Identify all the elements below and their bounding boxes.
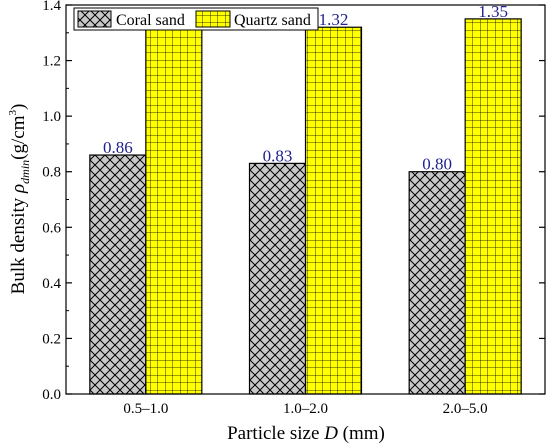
y-tick-label: 0.0 [42, 387, 61, 403]
legend-swatch-coral [77, 10, 112, 28]
legend-swatch-quartz [195, 10, 231, 28]
y-tick-label: 0.2 [42, 331, 61, 347]
x-axis: 0.5–1.0 1.0–2.0 2.0–5.0 [123, 388, 488, 417]
value-label-coral-sand-3: 0.80 [422, 155, 452, 174]
y-tick-label: 1.2 [42, 54, 61, 70]
bars-group [89, 18, 522, 395]
y-tick-label: 0.4 [42, 276, 61, 292]
y-axis: 0.0 0.2 0.4 0.6 0.8 1.0 1.2 1.4 [42, 0, 545, 403]
legend-label-quartz: Quartz sand [234, 12, 311, 29]
y-tick-label: 0.8 [42, 165, 61, 181]
bar-quartz-sand-2 [304, 26, 363, 395]
bar-coral-sand-1 [89, 154, 147, 395]
value-label-coral-sand-1: 0.86 [103, 138, 133, 157]
y-tick-label: 1.4 [42, 0, 61, 14]
legend-label-coral: Coral sand [116, 12, 185, 29]
bar-coral-sand-3 [408, 171, 466, 395]
legend: Coral sand Quartz sand [73, 7, 319, 31]
value-label-coral-sand-2: 0.83 [263, 146, 293, 165]
x-tick-label: 1.0–2.0 [283, 401, 328, 417]
y-tick-label: 1.0 [42, 109, 61, 125]
value-label-quartz-sand-2: 1.32 [319, 10, 349, 29]
x-axis-title: Particle size D (mm) [227, 423, 385, 444]
x-tick-label: 2.0–5.0 [443, 401, 488, 417]
bar-coral-sand-2 [248, 162, 307, 395]
bar-quartz-sand-3 [464, 18, 522, 395]
x-tick-label: 0.5–1.0 [123, 401, 168, 417]
value-label-quartz-sand-3: 1.35 [478, 2, 508, 21]
y-tick-label: 0.6 [42, 220, 61, 236]
bar-quartz-sand-1 [145, 26, 203, 395]
y-axis-title: Bulk density ρdmin(g/cm3) [7, 104, 32, 295]
